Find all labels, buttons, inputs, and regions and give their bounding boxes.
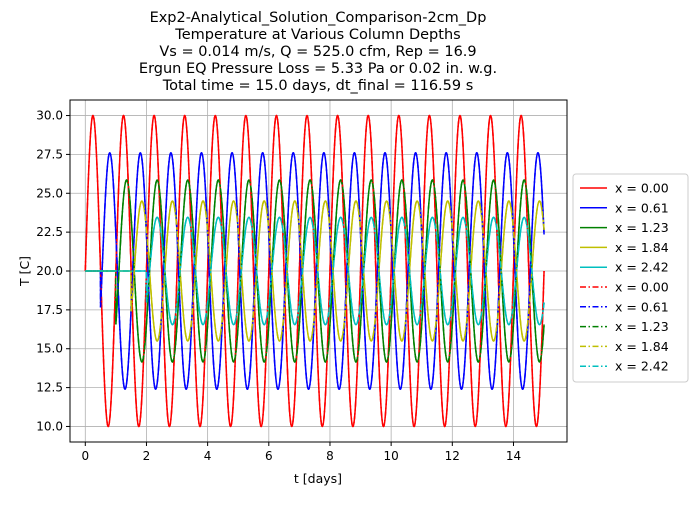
chart-title-line: Exp2-Analytical_Solution_Comparison-2cm_… xyxy=(150,10,487,26)
y-axis-ticks: 10.0 12.5 15.0 17.5 20.0 22.5 25.0 27.5 30.0 xyxy=(36,109,70,433)
legend-entry-label: x = 0.61 xyxy=(615,299,669,314)
legend-entry-label: x = 1.84 xyxy=(615,339,669,354)
chart-title-line: Total time = 15.0 days, dt_final = 116.5… xyxy=(162,78,474,94)
legend-entry-label: x = 1.84 xyxy=(615,240,669,255)
chart-title: Exp2-Analytical_Solution_Comparison-2cm_… xyxy=(139,10,497,94)
legend-entry-label: x = 2.42 xyxy=(615,260,669,275)
y-tick-label: 30.0 xyxy=(36,109,63,123)
x-tick-label: 2 xyxy=(143,449,151,463)
y-tick-label: 22.5 xyxy=(36,225,63,239)
x-tick-label: 6 xyxy=(265,449,273,463)
legend-entry-label: x = 1.23 xyxy=(615,220,669,235)
legend-entry-label: x = 2.42 xyxy=(615,359,669,374)
legend-frame xyxy=(572,173,689,383)
chart-title-line: Temperature at Various Column Depths xyxy=(174,27,460,43)
x-tick-label: 0 xyxy=(81,449,89,463)
x-tick-label: 4 xyxy=(204,449,212,463)
legend-entry-label: x = 0.61 xyxy=(615,200,669,215)
y-tick-label: 12.5 xyxy=(36,381,63,395)
x-tick-label: 14 xyxy=(506,449,521,463)
legend: x = 0.00 x = 0.61 x = 1.23 x = 1.84 x = 2.42… xyxy=(572,173,689,383)
x-tick-label: 12 xyxy=(445,449,460,463)
chart-title-line: Ergun EQ Pressure Loss = 5.33 Pa or 0.02… xyxy=(139,61,497,77)
series-line xyxy=(85,216,545,326)
series-line xyxy=(84,114,545,428)
y-tick-label: 15.0 xyxy=(36,342,63,356)
y-tick-label: 20.0 xyxy=(36,264,63,278)
y-tick-label: 25.0 xyxy=(36,186,63,200)
series-line xyxy=(85,179,545,363)
legend-entry-label: x = 0.00 xyxy=(615,280,669,295)
x-axis-ticks: 0 2 4 6 8 10 12 14 xyxy=(81,442,521,463)
series-lines xyxy=(84,114,545,428)
legend-entry-label: x = 0.00 xyxy=(615,181,669,196)
legend-entry-label: x = 1.23 xyxy=(615,319,669,334)
y-tick-label: 27.5 xyxy=(36,147,63,161)
x-axis-label: t [days] xyxy=(294,471,342,486)
x-tick-label: 10 xyxy=(383,449,398,463)
y-tick-label: 17.5 xyxy=(36,303,63,317)
x-tick-label: 8 xyxy=(326,449,334,463)
series-line xyxy=(85,200,545,342)
chart-title-line: Vs = 0.014 m/s, Q = 525.0 cfm, Rep = 16.… xyxy=(159,44,476,60)
y-axis-label: T [C] xyxy=(17,256,32,287)
y-tick-label: 10.0 xyxy=(36,419,63,433)
